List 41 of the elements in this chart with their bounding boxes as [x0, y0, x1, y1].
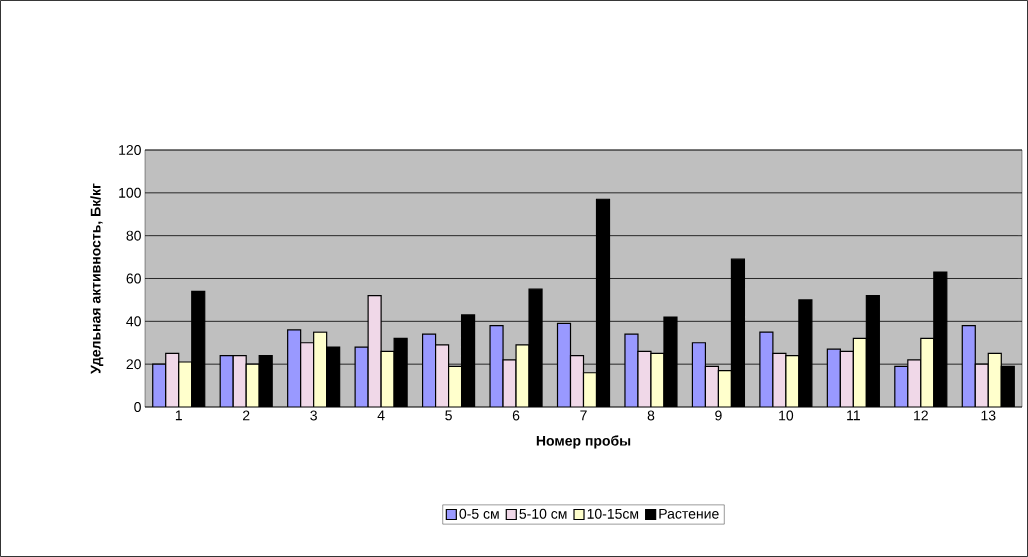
- bar: [232, 355, 247, 407]
- x-tick-label: 8: [647, 410, 655, 421]
- x-tick-label: 7: [580, 410, 587, 421]
- legend-label: 10-15см: [587, 508, 639, 519]
- bar: [569, 355, 585, 407]
- x-tick-label: 6: [512, 410, 520, 421]
- bar: [691, 342, 707, 407]
- x-tick-label: 13: [981, 410, 996, 421]
- y-tick-label: 40: [126, 316, 141, 327]
- bar: [300, 342, 315, 407]
- bar: [852, 337, 867, 407]
- bar: [287, 329, 302, 407]
- bar: [165, 352, 180, 407]
- x-tick-label: 9: [715, 410, 722, 421]
- bar: [961, 325, 976, 407]
- x-tick-label: 2: [243, 410, 250, 421]
- x-tick-label: 1: [175, 410, 182, 421]
- y-tick-label: 100: [119, 187, 141, 198]
- x-tick-label: 3: [310, 410, 317, 421]
- bar: [219, 355, 234, 407]
- y-axis-title: Удельная активность, Бк/кг: [90, 183, 104, 374]
- bar: [313, 331, 328, 407]
- x-tick-label: 12: [914, 410, 928, 421]
- x-tick-label: 4: [377, 410, 385, 421]
- y-tick-label: 0: [134, 402, 141, 412]
- y-tick-label: 80: [126, 230, 141, 241]
- x-tick-label: 5: [445, 410, 452, 421]
- legend-label: 5-10 см: [519, 508, 567, 519]
- bar: [421, 333, 437, 407]
- y-tick-label: 60: [126, 273, 141, 284]
- y-tick-label: 120: [119, 145, 141, 155]
- x-tick-label: 11: [847, 410, 860, 421]
- x-tick-label: 10: [779, 410, 794, 421]
- y-tick-label: 20: [126, 359, 141, 370]
- x-axis-title: Номер пробы: [536, 435, 631, 449]
- legend-label: Растение: [659, 508, 719, 519]
- bar: [987, 352, 1002, 407]
- bar: [839, 350, 854, 407]
- bar: [920, 337, 935, 407]
- bar: [556, 322, 572, 407]
- legend-label: 0-5 см: [459, 508, 499, 519]
